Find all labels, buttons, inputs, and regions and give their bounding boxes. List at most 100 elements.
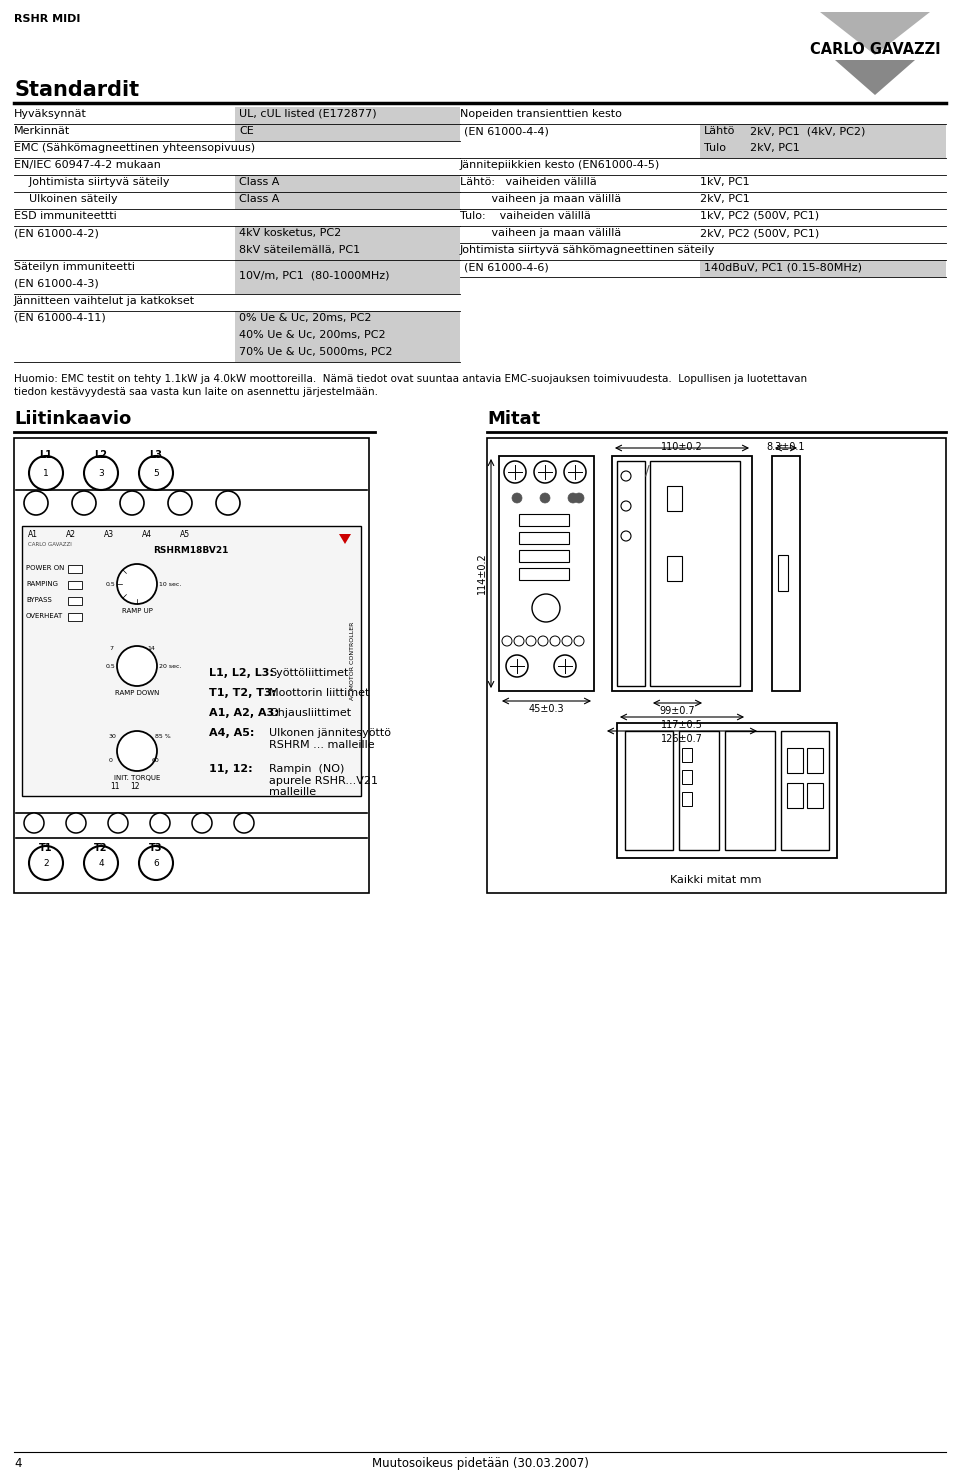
Circle shape [621,530,631,541]
Bar [22,526,361,795]
Text: Kaikki mitat mm: Kaikki mitat mm [670,875,761,885]
Text: A1, A2, A3:: A1, A2, A3: [209,709,278,717]
Bar [519,549,569,563]
Text: 110±0.2: 110±0.2 [661,442,703,452]
Circle shape [540,493,550,502]
Circle shape [621,471,631,482]
Circle shape [139,457,173,491]
Circle shape [66,813,86,834]
Bar [787,784,803,809]
Circle shape [117,731,157,770]
Text: L3: L3 [150,449,162,460]
Polygon shape [820,12,930,55]
Text: A4: A4 [142,530,152,539]
Text: Huomio: EMC testit on tehty 1.1kW ja 4.0kW moottoreilla.  Nämä tiedot ovat suunt: Huomio: EMC testit on tehty 1.1kW ja 4.0… [14,374,807,384]
Circle shape [506,655,528,678]
Text: EMC (Sähkömagneettinen yhteensopivuus): EMC (Sähkömagneettinen yhteensopivuus) [14,143,255,153]
Text: 70% Ue & Uc, 5000ms, PC2: 70% Ue & Uc, 5000ms, PC2 [239,348,393,356]
Text: tiedon kestävyydestä saa vasta kun laite on asennettu järjestelmään.: tiedon kestävyydestä saa vasta kun laite… [14,387,378,398]
Text: 0% Ue & Uc, 20ms, PC2: 0% Ue & Uc, 20ms, PC2 [239,312,372,323]
Circle shape [532,594,560,622]
Text: 6: 6 [154,859,158,868]
Text: (EN 61000-4-3): (EN 61000-4-3) [14,278,99,289]
Text: Ulkoinen säteily: Ulkoinen säteily [22,194,118,203]
Circle shape [514,636,524,647]
Text: A4, A5:: A4, A5: [209,728,254,738]
Text: T1, T2, T3:: T1, T2, T3: [209,688,276,698]
Bar [807,748,823,773]
Text: UL, cUL listed (E172877): UL, cUL listed (E172877) [239,109,376,119]
Text: RAMP UP: RAMP UP [122,608,153,614]
Text: Class A: Class A [239,177,279,187]
Text: RAMP DOWN: RAMP DOWN [115,689,159,697]
Text: T2: T2 [94,843,108,853]
Text: 1kV, PC2 (500V, PC1): 1kV, PC2 (500V, PC1) [700,211,819,221]
Circle shape [192,813,212,834]
Text: 2kV, PC2 (500V, PC1): 2kV, PC2 (500V, PC1) [700,228,819,239]
Text: Standardit: Standardit [14,80,139,100]
Circle shape [117,564,157,604]
Text: INIT. TORQUE: INIT. TORQUE [114,775,160,781]
Text: Jännitteen vaihtelut ja katkokset: Jännitteen vaihtelut ja katkokset [14,296,195,306]
Bar [807,784,823,809]
Text: (EN 61000-4-11): (EN 61000-4-11) [14,312,106,323]
Circle shape [538,636,548,647]
Circle shape [168,491,192,516]
Circle shape [108,813,128,834]
Text: L2: L2 [94,449,108,460]
Circle shape [29,846,63,879]
Text: 126±0.7: 126±0.7 [661,734,703,744]
Circle shape [526,636,536,647]
Circle shape [574,493,584,502]
Text: (EN 61000-4-6): (EN 61000-4-6) [464,262,549,273]
Circle shape [534,461,556,483]
Text: L1: L1 [39,449,53,460]
Text: Tulo:    vaiheiden välillä: Tulo: vaiheiden välillä [460,211,590,221]
Bar [667,486,682,511]
Bar [682,770,692,784]
Bar [682,792,692,806]
Polygon shape [835,60,915,94]
Bar [617,461,645,686]
Text: 114±0.2: 114±0.2 [477,552,487,594]
Text: (EN 61000-4-4): (EN 61000-4-4) [464,127,549,136]
Text: Jännitepiikkien kesto (EN61000-4-5): Jännitepiikkien kesto (EN61000-4-5) [460,161,660,169]
Text: POWER ON: POWER ON [26,566,64,572]
Bar [667,555,682,580]
Text: 7: 7 [109,645,113,651]
Text: 99±0.7: 99±0.7 [660,706,695,716]
Text: Nopeiden transienttien kesto: Nopeiden transienttien kesto [460,109,622,119]
Polygon shape [339,535,351,544]
Text: 11: 11 [110,782,119,791]
Bar [682,748,692,762]
Text: Ulkonen jännitesyöttö
RSHRM ... malleille: Ulkonen jännitesyöttö RSHRM ... malleill… [269,728,391,750]
Bar [235,191,460,209]
Text: Class A: Class A [239,194,279,203]
Circle shape [84,457,118,491]
Text: 11, 12:: 11, 12: [209,764,252,773]
Text: 12: 12 [130,782,139,791]
Text: vaiheen ja maan välillä: vaiheen ja maan välillä [460,228,621,239]
Text: 40% Ue & Uc, 200ms, PC2: 40% Ue & Uc, 200ms, PC2 [239,330,386,340]
Circle shape [504,461,526,483]
Bar [235,261,460,295]
Text: RSHRM18BV21: RSHRM18BV21 [154,546,228,555]
Text: Säteilyn immuniteetti: Säteilyn immuniteetti [14,262,135,273]
Text: BYPASS: BYPASS [26,597,52,602]
Bar [235,124,460,141]
Text: RAMPING: RAMPING [26,580,58,588]
Text: 0: 0 [109,759,113,763]
Text: 0.5: 0.5 [106,663,115,669]
Bar [700,261,946,277]
Text: Hyväksynnät: Hyväksynnät [14,109,86,119]
Bar [499,457,594,691]
Text: CARLO GAVAZZI: CARLO GAVAZZI [809,43,940,57]
Bar [487,437,946,893]
Text: 4kV kosketus, PC2: 4kV kosketus, PC2 [239,228,341,239]
Text: ESD immuniteettti: ESD immuniteettti [14,211,117,221]
Circle shape [574,636,584,647]
Bar [781,731,829,850]
Text: A2: A2 [66,530,76,539]
Bar [700,124,946,158]
Bar [778,555,788,591]
